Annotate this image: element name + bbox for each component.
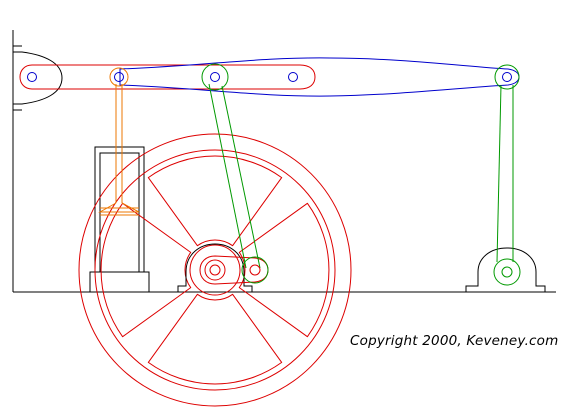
- right-bearing-block: [465, 247, 546, 292]
- flywheel-rim-inner: [94, 149, 336, 391]
- flywheel-hub: [189, 244, 241, 296]
- connecting-rod-left-b: [221, 85, 261, 269]
- walking-beam-body: [119, 57, 520, 97]
- crank-shaft-outer: [204, 259, 226, 281]
- crank: [199, 255, 269, 285]
- crank-bearing-block: [177, 243, 253, 292]
- connecting-rod-right-a: [496, 84, 502, 263]
- copyright-text: Copyright 2000, Keveney.com: [350, 333, 559, 349]
- crank-shaft-inner: [209, 264, 221, 276]
- pivot-beam-end: [288, 72, 298, 82]
- connecting-rod-bottom-pin: [241, 256, 269, 284]
- cylinder: [89, 146, 150, 293]
- connecting-rods: [201, 63, 521, 286]
- pivot-right-bottom: [501, 266, 513, 278]
- piston-rod: [98, 67, 140, 216]
- flywheel: [78, 133, 352, 407]
- flywheel-spokes: [100, 155, 330, 385]
- crank-bearing: [177, 243, 253, 292]
- cylinder-base: [89, 271, 150, 293]
- flywheel-window: [147, 293, 283, 385]
- pivot-wall: [27, 72, 37, 82]
- walking-beam: [119, 57, 520, 97]
- right-bearing: [465, 247, 546, 292]
- pivots: [27, 72, 513, 278]
- connecting-rod-right-top-pin: [494, 64, 520, 90]
- pivot-piston: [114, 72, 124, 82]
- wall-bracket: [13, 51, 63, 105]
- pivot-crank-pin: [249, 264, 261, 276]
- connecting-rod-top-pin: [201, 63, 229, 91]
- connecting-rod-left-a: [208, 83, 247, 269]
- flywheel-window: [147, 155, 283, 247]
- flywheel-window: [238, 202, 330, 338]
- flywheel-window: [100, 202, 192, 338]
- piston-pin-outer: [109, 67, 129, 87]
- pivot-right: [502, 72, 512, 82]
- flywheel-rim-outer: [78, 133, 352, 407]
- frame: [12, 30, 556, 293]
- main-beam: [19, 64, 316, 90]
- pivot-center: [210, 72, 220, 82]
- main-beam-body: [19, 64, 316, 90]
- connecting-rod-right-bottom-pin: [493, 258, 521, 286]
